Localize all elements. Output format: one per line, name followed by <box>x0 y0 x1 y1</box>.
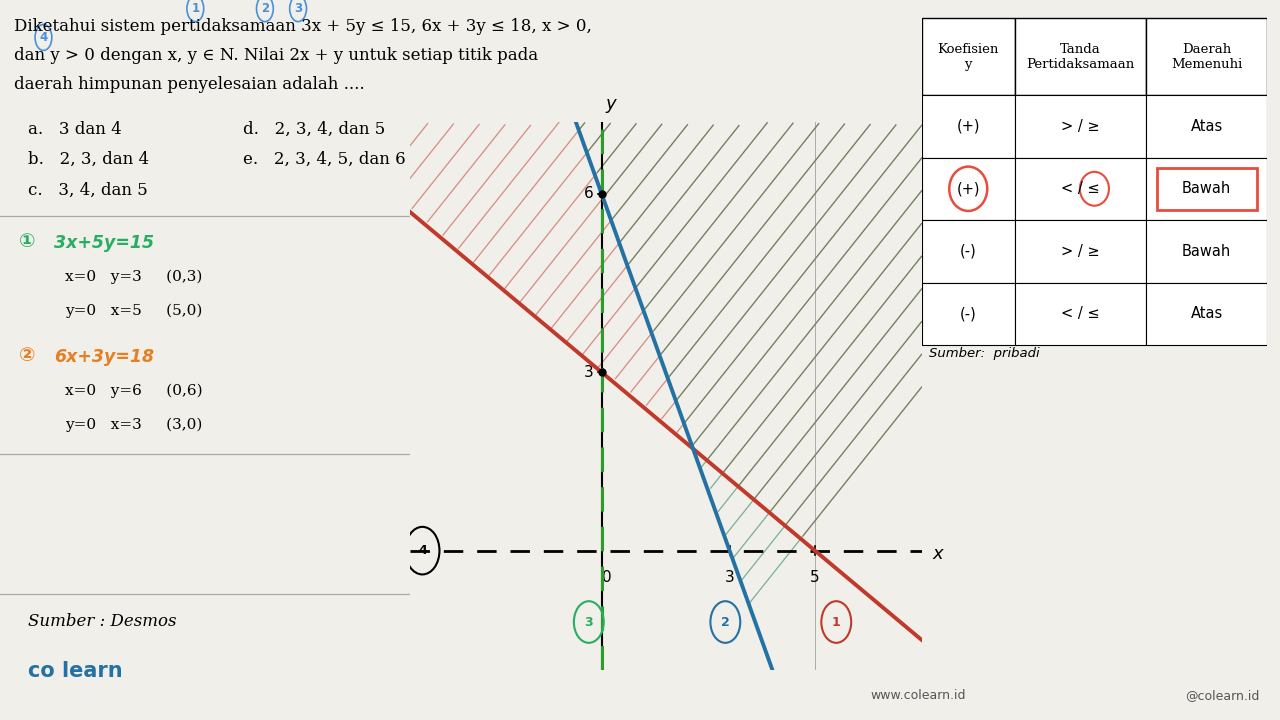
Text: x=0   y=3     (0,3): x=0 y=3 (0,3) <box>65 270 202 284</box>
Text: 6x+3y=18: 6x+3y=18 <box>54 348 154 366</box>
Text: < / ≤: < / ≤ <box>1061 306 1100 321</box>
Text: 0: 0 <box>602 570 612 585</box>
Text: Koefisien
y: Koefisien y <box>937 42 998 71</box>
Text: @colearn.id: @colearn.id <box>1185 689 1260 702</box>
Text: 2: 2 <box>261 2 269 15</box>
Text: Daerah
Memenuhi: Daerah Memenuhi <box>1171 42 1243 71</box>
Text: e.   2, 3, 4, 5, dan 6: e. 2, 3, 4, 5, dan 6 <box>243 151 406 168</box>
FancyBboxPatch shape <box>1015 19 1147 95</box>
Text: 6: 6 <box>584 186 594 202</box>
Text: > / ≥: > / ≥ <box>1061 244 1100 258</box>
Text: (-): (-) <box>960 306 977 321</box>
Text: 4: 4 <box>40 31 47 44</box>
FancyBboxPatch shape <box>1015 95 1147 158</box>
FancyBboxPatch shape <box>1015 158 1147 220</box>
Text: Atas: Atas <box>1190 119 1222 134</box>
Text: y=0   x=3     (3,0): y=0 x=3 (3,0) <box>65 418 202 432</box>
FancyBboxPatch shape <box>922 95 1015 158</box>
FancyBboxPatch shape <box>1015 220 1147 282</box>
Text: 3: 3 <box>294 2 302 15</box>
FancyBboxPatch shape <box>1147 19 1267 95</box>
Text: a.   3 dan 4: a. 3 dan 4 <box>28 121 122 138</box>
Text: x: x <box>932 544 943 562</box>
Text: ②: ② <box>19 346 35 364</box>
FancyBboxPatch shape <box>922 158 1015 220</box>
Text: 3: 3 <box>584 365 594 379</box>
Text: 1: 1 <box>832 616 841 629</box>
Text: 1: 1 <box>191 2 200 15</box>
Text: > / ≥: > / ≥ <box>1061 119 1100 134</box>
Text: Bawah: Bawah <box>1183 181 1231 197</box>
Text: (+): (+) <box>956 181 980 197</box>
Text: d.   2, 3, 4, dan 5: d. 2, 3, 4, dan 5 <box>243 121 385 138</box>
FancyBboxPatch shape <box>1147 95 1267 158</box>
Text: co learn: co learn <box>28 661 123 681</box>
Text: x=0   y=6     (0,6): x=0 y=6 (0,6) <box>65 384 204 398</box>
Text: c.   3, 4, dan 5: c. 3, 4, dan 5 <box>28 181 147 199</box>
Text: Sumber:  pribadi: Sumber: pribadi <box>928 347 1039 360</box>
Text: y=0   x=5     (5,0): y=0 x=5 (5,0) <box>65 304 202 318</box>
Text: daerah himpunan penyelesaian adalah ....: daerah himpunan penyelesaian adalah .... <box>14 76 365 93</box>
Text: ①: ① <box>19 232 35 251</box>
Text: 3x+5y=15: 3x+5y=15 <box>54 234 154 252</box>
FancyBboxPatch shape <box>1147 158 1267 220</box>
Text: dan y > 0 dengan x, y ∈ N. Nilai 2x + y untuk setiap titik pada: dan y > 0 dengan x, y ∈ N. Nilai 2x + y … <box>14 47 538 64</box>
FancyBboxPatch shape <box>1147 282 1267 345</box>
Text: 3: 3 <box>585 616 593 629</box>
Text: y: y <box>605 96 616 114</box>
Text: (+): (+) <box>956 119 980 134</box>
Text: www.colearn.id: www.colearn.id <box>870 689 965 702</box>
Text: (-): (-) <box>960 244 977 258</box>
FancyBboxPatch shape <box>1147 220 1267 282</box>
FancyBboxPatch shape <box>922 282 1015 345</box>
Text: < / ≤: < / ≤ <box>1061 181 1100 197</box>
Text: b.   2, 3, dan 4: b. 2, 3, dan 4 <box>28 151 150 168</box>
Text: Tanda
Pertidaksamaan: Tanda Pertidaksamaan <box>1027 42 1134 71</box>
Text: Diketahui sistem pertidaksamaan 3x + 5y ≤ 15, 6x + 3y ≤ 18, x > 0,: Diketahui sistem pertidaksamaan 3x + 5y … <box>14 18 591 35</box>
FancyBboxPatch shape <box>922 19 1015 95</box>
Text: Bawah: Bawah <box>1183 244 1231 258</box>
Text: 5: 5 <box>810 570 819 585</box>
Text: Atas: Atas <box>1190 306 1222 321</box>
Text: 4: 4 <box>419 544 426 557</box>
Text: 2: 2 <box>721 616 730 629</box>
FancyBboxPatch shape <box>1015 282 1147 345</box>
FancyBboxPatch shape <box>922 220 1015 282</box>
Text: 3: 3 <box>724 570 735 585</box>
Text: Sumber : Desmos: Sumber : Desmos <box>28 613 177 631</box>
